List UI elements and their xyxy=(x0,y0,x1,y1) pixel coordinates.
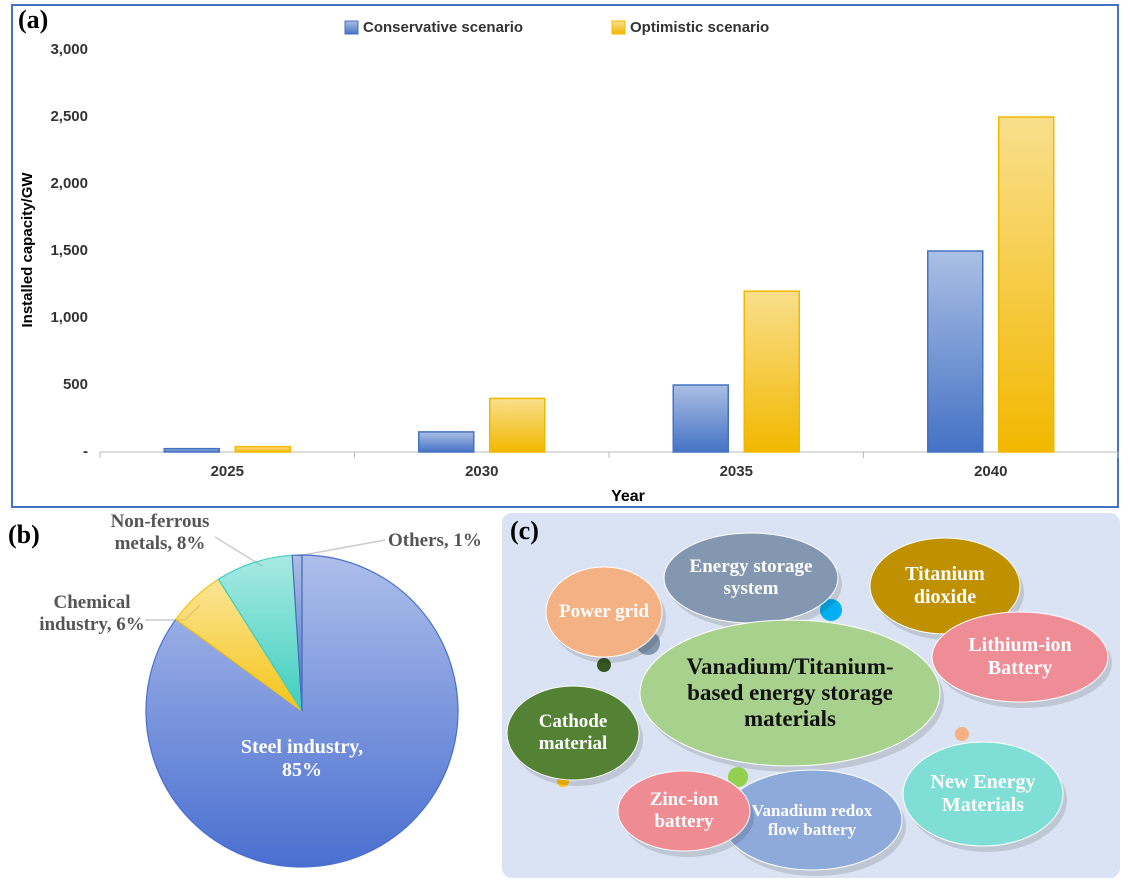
pie-label: Steel industry, 85% xyxy=(240,736,364,781)
x-tick-label: 2040 xyxy=(974,463,1007,480)
dot xyxy=(597,658,611,672)
legend-label: Conservative scenario xyxy=(363,19,523,36)
x-tick-label: 2025 xyxy=(211,463,244,480)
x-tick-label: 2030 xyxy=(465,463,498,480)
x-tick-label: 2035 xyxy=(720,463,753,480)
y-tick-label: 1,000 xyxy=(50,309,88,326)
node xyxy=(902,741,1064,847)
legend-label: Optimistic scenario xyxy=(630,19,769,36)
pie-label: Chemical industry, 6% xyxy=(39,592,145,635)
node xyxy=(506,685,640,781)
pie-slice xyxy=(291,554,303,712)
node-label: Vanadium/Titanium-based energy storage m… xyxy=(686,653,894,732)
leader-line xyxy=(297,539,386,557)
pie-label: Non-ferrous metals, 8% xyxy=(110,511,210,554)
bar xyxy=(418,431,475,453)
node-label: Power grid xyxy=(559,601,649,622)
bar xyxy=(927,250,984,453)
dot xyxy=(820,599,842,621)
pie-label: Others, 1% xyxy=(388,530,482,551)
panel-label: (c) xyxy=(510,516,539,545)
panel-label: (a) xyxy=(18,5,48,34)
node-label: New Energy Materials xyxy=(930,771,1036,816)
y-tick-label: 2,500 xyxy=(50,108,88,125)
panel-label: (b) xyxy=(8,520,40,549)
node-label: Vanadium redox flow battery xyxy=(751,800,873,840)
bar xyxy=(743,290,800,453)
node xyxy=(931,611,1109,703)
node-label: Zinc-ion battery xyxy=(649,789,719,832)
x-axis-title: Year xyxy=(611,488,645,505)
y-tick-label: - xyxy=(83,443,88,460)
y-axis-title: Installed capacity/GW xyxy=(19,172,36,328)
legend-swatch xyxy=(344,20,359,35)
dot xyxy=(955,727,969,741)
bar xyxy=(489,397,546,453)
bar xyxy=(998,116,1055,453)
node xyxy=(545,566,663,658)
node-label: Energy storage system xyxy=(689,556,813,599)
y-tick-label: 1,500 xyxy=(50,242,88,259)
node xyxy=(639,619,941,767)
y-tick-label: 3,000 xyxy=(50,41,88,58)
dot xyxy=(728,767,748,787)
node-label: Cathode material xyxy=(538,711,608,754)
bar xyxy=(672,384,729,453)
node-label: Titanium dioxide xyxy=(905,563,985,608)
bar xyxy=(234,445,291,453)
bar xyxy=(163,447,220,453)
y-tick-label: 500 xyxy=(63,376,88,393)
legend-swatch xyxy=(611,20,626,35)
node-label: Lithium-ion Battery xyxy=(968,634,1072,679)
leader-line xyxy=(214,536,263,567)
y-tick-label: 2,000 xyxy=(50,175,88,192)
node xyxy=(617,770,751,852)
